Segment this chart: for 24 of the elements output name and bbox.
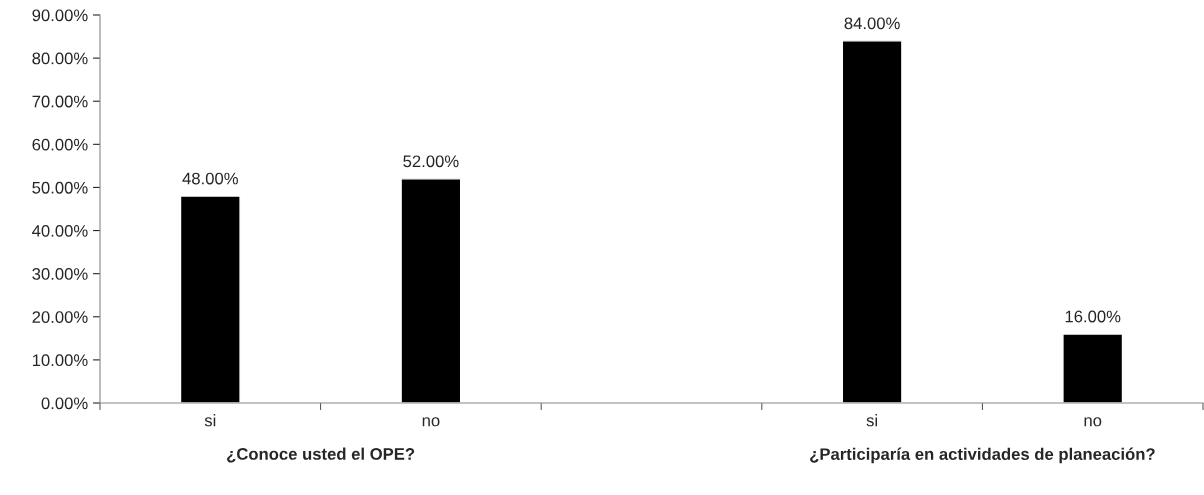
y-tick-label: 40.00% [32, 224, 88, 237]
y-tick-label: 0.00% [41, 397, 88, 410]
bar [179, 195, 241, 403]
x-tick-label: si [204, 414, 216, 427]
y-tick-label: 20.00% [32, 311, 88, 323]
y-tick-label: 50.00% [32, 181, 88, 194]
text: ¿Participaría en actividades de planeación? [810, 447, 1155, 464]
text: 16.00% [1065, 310, 1121, 323]
text: 48.00% [182, 172, 238, 185]
y-tick-label: 70.00% [32, 95, 88, 108]
y-tick-label: 30.00% [32, 268, 88, 280]
y-tick-label: 80.00% [32, 52, 88, 65]
y-tick-label: 60.00% [32, 138, 88, 151]
text: ¿Conoce usted el OPE? [227, 447, 415, 463]
text: 52.00% [403, 155, 459, 168]
text: 84.00% [844, 17, 900, 30]
x-tick-label: no [422, 417, 440, 427]
y-tick-label: 10.00% [32, 354, 88, 367]
bar [841, 40, 903, 403]
x-tick-label: no [1084, 417, 1102, 427]
y-tick-label: 90.00% [32, 9, 88, 22]
bar [1062, 333, 1124, 403]
x-tick-label: si [866, 414, 877, 427]
bar [400, 178, 462, 403]
